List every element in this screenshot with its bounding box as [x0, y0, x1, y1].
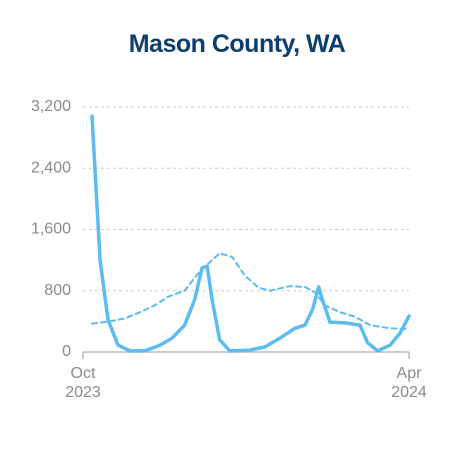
y-tick-label: 1,600 [31, 221, 71, 238]
chart-title: Mason County, WA [128, 30, 346, 58]
dashed-line [91, 252, 410, 331]
y-tick-label: 3,200 [31, 98, 71, 115]
x-tick-label: Apr 2024 [391, 365, 427, 401]
y-tick-label: 2,400 [31, 159, 71, 176]
line [90, 114, 411, 353]
x-tick-label: Oct 2023 [65, 365, 101, 401]
y-tick-label: 0 [62, 343, 71, 360]
y-tick-label: 800 [44, 282, 71, 299]
